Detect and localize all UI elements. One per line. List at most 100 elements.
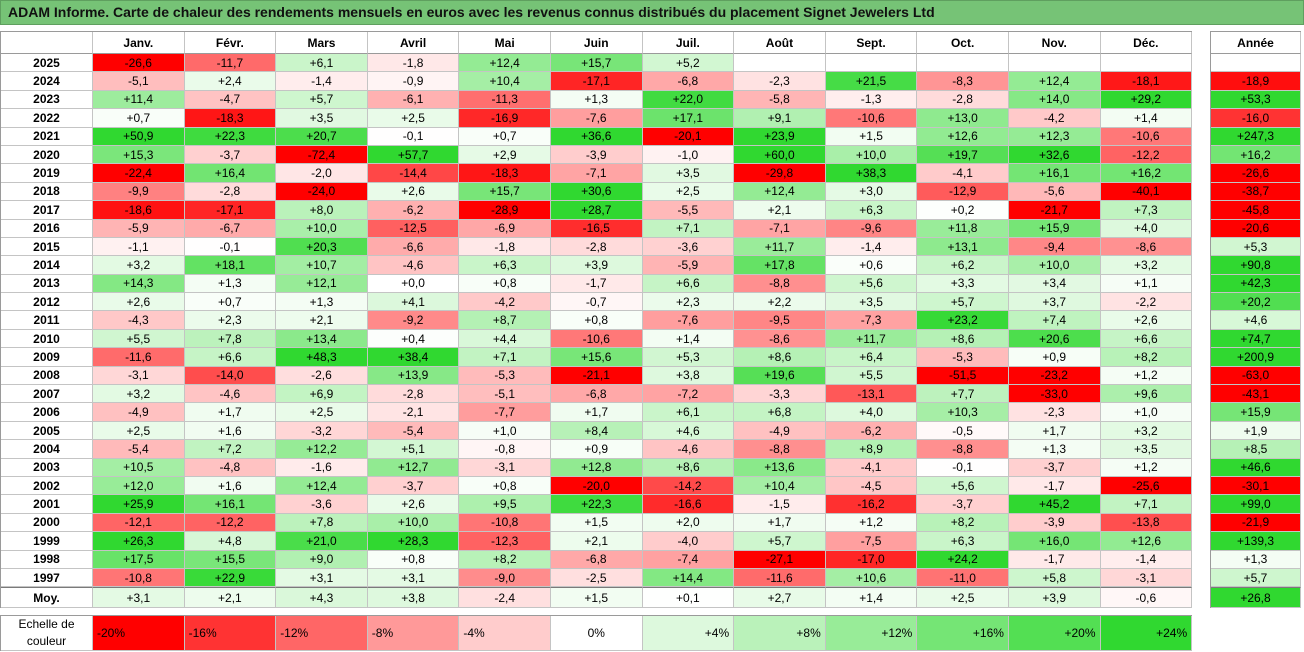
average-cell: +2,7 [734,587,826,609]
heatmap-cell: +3,2 [1100,256,1193,275]
heatmap-cell: +17,5 [93,550,185,569]
heatmap-cell: +10,4 [459,72,551,91]
average-cell: +1,4 [825,587,918,609]
heatmap-cell: -1,8 [459,237,551,257]
heatmap-cell: -3,6 [276,495,368,514]
color-scale-swatch: +24% [1100,616,1193,651]
heatmap-cell: +26,3 [93,532,185,551]
heatmap-cell: -8,6 [1100,237,1193,257]
heatmap-cell: -3,7 [367,476,460,496]
heatmap-cell: -2,6 [276,366,368,386]
heatmap-cell: +0,8 [550,311,643,330]
heatmap-cell: +2,2 [734,293,826,312]
year-label: 2018 [1,182,93,202]
heatmap-cell: +2,5 [93,421,185,441]
heatmap-cell: +14,3 [93,274,185,294]
heatmap-cell: -0,1 [184,237,277,257]
heatmap-cell: -23,2 [1008,366,1101,386]
heatmap-cell: +3,2 [1100,421,1193,441]
heatmap-cell: -2,8 [550,237,643,257]
annual-cell: -21,9 [1211,513,1301,533]
heatmap-cell: -4,9 [93,403,185,422]
heatmap-cell: +25,9 [93,495,185,514]
heatmap-cell: +10,7 [276,256,368,275]
heatmap-cell: -11,7 [184,54,277,73]
heatmap-cell: -7,1 [734,219,826,238]
heatmap-cell: +5,7 [917,293,1009,312]
year-label: 2015 [1,237,93,257]
heatmap-cell: +0,4 [367,329,460,349]
heatmap-cell: -2,3 [1008,403,1101,422]
heatmap-cell: -2,2 [1100,293,1193,312]
heatmap-cell: +3,0 [825,182,918,202]
heatmap-cell: -8,8 [734,440,826,459]
heatmap-cell: -10,8 [459,513,551,533]
heatmap-cell: +4,0 [1100,219,1193,238]
heatmap-cell: -10,6 [825,109,918,128]
heatmap-cell: -5,8 [734,90,826,110]
heatmap-cell [917,54,1009,73]
heatmap-cell: +28,3 [367,532,460,551]
heatmap-cell: -3,1 [1100,568,1193,588]
heatmap-cell: -16,6 [642,495,735,514]
heatmap-cell: -11,0 [917,568,1009,588]
heatmap-cell: -21,7 [1008,201,1101,220]
heatmap-cell: +8,6 [642,458,735,477]
heatmap-cell [825,54,918,73]
heatmap-cell: +8,0 [276,201,368,220]
annual-cell: -45,8 [1211,201,1301,220]
heatmap-cell: -51,5 [917,366,1009,386]
heatmap-cell: +1,3 [276,293,368,312]
heatmap-cell: +2,1 [734,201,826,220]
heatmap-cell: +6,1 [276,54,368,73]
heatmap-cell: +15,6 [550,348,643,367]
color-scale-swatch: -20% [93,616,185,651]
heatmap-cell: +5,7 [276,90,368,110]
heatmap-cell: +7,4 [1008,311,1101,330]
heatmap-cell: +4,6 [642,421,735,441]
year-label: 2020 [1,145,93,165]
year-label: 2000 [1,513,93,533]
year-label: 2011 [1,311,93,330]
heatmap-cell: +2,1 [550,532,643,551]
heatmap-cell: -1,3 [825,90,918,110]
heatmap-cell: -18,6 [93,201,185,220]
heatmap-cell: +15,7 [459,182,551,202]
heatmap-cell: +0,7 [93,109,185,128]
heatmap-cell: -7,6 [642,311,735,330]
heatmap-cell: +50,9 [93,127,185,146]
heatmap-cell: +32,6 [1008,145,1101,165]
heatmap-cell: +3,2 [93,385,185,404]
heatmap-cell: +22,3 [550,495,643,514]
heatmap-cell: -16,9 [459,109,551,128]
annual-cell: +139,3 [1211,532,1301,551]
heatmap-cell: +22,3 [184,127,277,146]
heatmap-cell: -5,9 [93,219,185,238]
heatmap-cell: +6,1 [642,403,735,422]
heatmap-cell: -5,3 [917,348,1009,367]
annual-cell: +16,2 [1211,145,1301,165]
heatmap-cell: +23,2 [917,311,1009,330]
heatmap-cell: +5,8 [1008,568,1101,588]
heatmap-cell: +3,1 [367,568,460,588]
heatmap-cell: -12,2 [184,513,277,533]
annual-cell [1211,54,1301,73]
annual-cell: +247,3 [1211,127,1301,146]
heatmap-cell: +1,6 [184,476,277,496]
average-cell: +1,5 [550,587,643,609]
annual-column: Année -18,9 +53,3 -16,0 +247,3 +16,2 -26,6 -38,… [1210,31,1301,609]
heatmap-cell: -1,7 [1008,476,1101,496]
heatmap-cell: -6,8 [642,72,735,91]
heatmap-cell: +15,7 [550,54,643,73]
heatmap-cell: +10,0 [825,145,918,165]
heatmap-cell: +30,6 [550,182,643,202]
heatmap-cell: -14,0 [184,366,277,386]
heatmap-cell: +6,6 [642,274,735,294]
heatmap-cell: +2,5 [367,109,460,128]
heatmap-cell: +4,0 [825,403,918,422]
color-scale-swatch: +20% [1008,616,1101,651]
heatmap-cell: +10,0 [276,219,368,238]
heatmap-cell: -12,9 [917,182,1009,202]
heatmap-cell: +0,8 [459,476,551,496]
heatmap-cell: -3,7 [1008,458,1101,477]
